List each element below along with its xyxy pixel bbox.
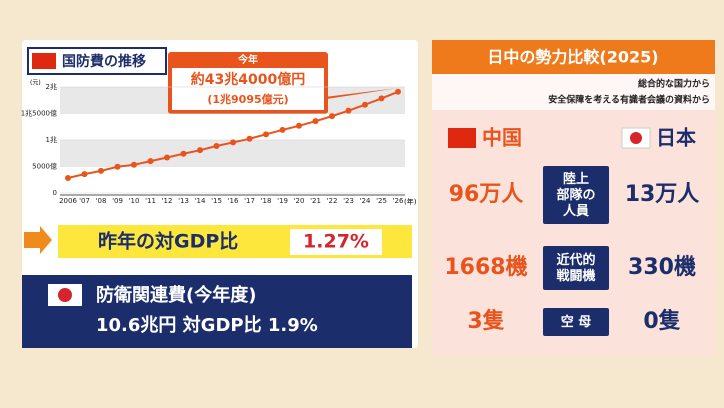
x-tick-label: '12 bbox=[162, 197, 173, 205]
x-tick-label: '09 bbox=[112, 197, 123, 205]
x-tick-label: '15 bbox=[211, 197, 222, 205]
x-tick-label: '16 bbox=[228, 197, 239, 205]
x-tick-label: '14 bbox=[195, 197, 206, 205]
x-tick-label: '13 bbox=[178, 197, 189, 205]
item-label: 空 母 bbox=[561, 314, 592, 330]
gdp-value-box bbox=[290, 229, 382, 255]
x-tick-label: '17 bbox=[244, 197, 255, 205]
japan-text: 10.6兆円 対GDP比 1.9% bbox=[96, 314, 318, 336]
japan-box bbox=[22, 275, 412, 348]
point bbox=[98, 167, 104, 174]
x-unit: (年) bbox=[404, 197, 417, 206]
source: 安全保障を考える有識者会議の資料から bbox=[548, 94, 710, 106]
japan-value: 330機 bbox=[628, 255, 696, 280]
point bbox=[362, 101, 368, 108]
source: 総合的な国力から bbox=[638, 78, 710, 90]
chart-title: 国防費の推移 bbox=[62, 53, 146, 70]
point bbox=[197, 147, 203, 154]
china-value: 1668機 bbox=[444, 255, 527, 280]
y-unit: (元) bbox=[30, 80, 41, 87]
x-tick-label: 2006 bbox=[59, 197, 77, 205]
point bbox=[147, 158, 154, 165]
item-box bbox=[543, 308, 609, 336]
right-country: 日本 bbox=[656, 126, 696, 150]
source-bg bbox=[432, 74, 715, 110]
x-tick-label: '22 bbox=[327, 197, 338, 205]
china-value: 96万人 bbox=[449, 182, 524, 207]
point bbox=[180, 150, 187, 157]
gdp-label: 昨年の対GDP比 bbox=[98, 230, 238, 253]
x-tick-label: '10 bbox=[129, 197, 140, 205]
item-label: 近代的戦闘機 bbox=[556, 252, 595, 284]
point bbox=[345, 107, 352, 114]
y-tick-label: 5000億 bbox=[32, 162, 57, 171]
annotation-head: 今年 bbox=[237, 53, 258, 66]
x-tick-label: '25 bbox=[376, 197, 387, 205]
x-tick-label: '19 bbox=[277, 197, 288, 205]
japan-title: 防衛関連費(今年度) bbox=[96, 284, 256, 306]
y-tick-label: 1兆5000億 bbox=[21, 109, 57, 118]
y-tick-label: 2兆 bbox=[46, 82, 57, 91]
point bbox=[395, 88, 401, 95]
x-tick-label: '21 bbox=[310, 197, 321, 205]
point bbox=[213, 142, 220, 149]
point bbox=[246, 135, 253, 142]
point bbox=[81, 171, 88, 178]
item-box bbox=[543, 166, 609, 224]
item-label: 陸上部隊の人員 bbox=[556, 171, 595, 219]
china-flag bbox=[32, 53, 56, 69]
y-tick-label: 0 bbox=[53, 189, 57, 197]
japan-value: 0隻 bbox=[643, 308, 680, 334]
annotation-sub: (1兆9095億元) bbox=[207, 92, 288, 106]
japan-value: 13万人 bbox=[625, 182, 700, 207]
comparison-title: 日中の勢力比較(2025) bbox=[487, 48, 658, 67]
item-box bbox=[543, 246, 609, 290]
point bbox=[279, 126, 286, 133]
x-tick-label: '24 bbox=[360, 197, 371, 205]
x-tick-label: '20 bbox=[294, 197, 305, 205]
x-tick-label: '26 bbox=[393, 197, 404, 205]
point bbox=[131, 161, 137, 168]
point bbox=[329, 113, 335, 120]
point bbox=[296, 122, 302, 129]
annotation-text: 約43兆4000億円 bbox=[191, 71, 305, 88]
china-flag bbox=[448, 128, 476, 148]
point bbox=[378, 95, 385, 102]
x-tick-label: '07 bbox=[79, 197, 90, 205]
right-header bbox=[432, 40, 715, 74]
point bbox=[263, 131, 269, 138]
gdp-value: 1.27% bbox=[303, 231, 369, 253]
point bbox=[230, 139, 236, 146]
x-tick-label: '23 bbox=[343, 197, 354, 205]
left-country: 中国 bbox=[482, 126, 522, 150]
point bbox=[114, 163, 121, 170]
japan-flag-disc bbox=[58, 288, 72, 302]
x-tick-label: '11 bbox=[145, 197, 156, 205]
arrow bbox=[24, 226, 52, 254]
point bbox=[312, 118, 319, 125]
annotation-inner bbox=[172, 68, 324, 110]
x-tick-label: '08 bbox=[96, 197, 107, 205]
x-tick-label: '18 bbox=[261, 197, 272, 205]
japan-flag-disc bbox=[630, 132, 642, 144]
y-tick-label: 1兆 bbox=[46, 135, 57, 144]
china-value: 3隻 bbox=[467, 308, 504, 334]
point bbox=[65, 174, 71, 181]
point bbox=[164, 154, 170, 161]
